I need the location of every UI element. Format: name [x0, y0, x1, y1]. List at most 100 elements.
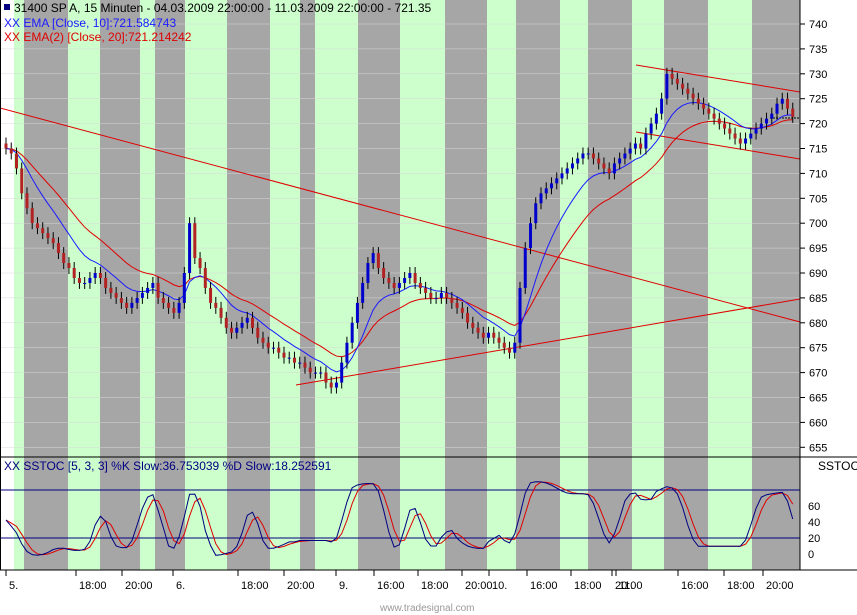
session-band	[664, 0, 708, 570]
candle-body	[513, 342, 517, 353]
candle-body	[418, 282, 422, 288]
candle-body	[277, 347, 281, 353]
session-band	[588, 0, 632, 570]
y-tick-label: 695	[809, 243, 827, 255]
candle-body	[497, 337, 501, 343]
header-bullet-icon	[4, 4, 10, 10]
ema20-line	[5, 119, 793, 358]
candle-body	[618, 158, 622, 164]
time-axis-ticks: 5. 18:00 20:00 6. 18:00 20:00 9. 16:00 18:00 20:0…	[5, 570, 794, 592]
candle-body	[702, 103, 706, 109]
candle-body	[770, 113, 774, 119]
stoch-d-line	[5, 481, 794, 556]
candle-body	[696, 98, 700, 104]
candle-body	[570, 163, 574, 169]
candle-body	[62, 253, 66, 264]
candle-body	[712, 113, 716, 119]
x-tick-label: 16:00	[377, 580, 405, 592]
candle-body	[83, 282, 87, 284]
candle-body	[749, 133, 753, 139]
candle-body	[382, 268, 386, 278]
candle-body	[256, 327, 260, 338]
stoch-axis-tag: SSTOC	[818, 459, 857, 473]
candle-body	[56, 243, 60, 254]
candle-body	[549, 183, 553, 189]
candle-body	[691, 93, 695, 99]
candles	[4, 67, 795, 394]
trendline-lower-up	[295, 298, 801, 386]
session-band	[487, 0, 516, 570]
candle-body	[529, 223, 533, 249]
channel-top	[635, 64, 801, 93]
candle-body	[607, 168, 611, 174]
x-tick-label: 18:00	[79, 580, 107, 592]
candle-body	[292, 357, 296, 363]
candle-body	[429, 292, 433, 298]
candle-body	[20, 168, 24, 194]
candle-body	[140, 292, 144, 298]
candle-body	[271, 347, 275, 349]
candle-body	[109, 287, 113, 293]
candle-body	[681, 83, 685, 89]
candle-body	[209, 287, 213, 303]
candle-body	[518, 287, 522, 343]
session-band	[24, 0, 68, 570]
candle-body	[775, 103, 779, 114]
candle-body	[51, 238, 55, 244]
chart-header-title: 31400 SP A, 15 Minuten - 04.03.2009 22:0…	[14, 1, 432, 15]
candle-body	[266, 342, 270, 348]
session-band	[155, 0, 185, 570]
x-tick-label: 9.	[339, 580, 348, 592]
candle-body	[146, 287, 150, 293]
candle-body	[754, 128, 758, 134]
candle-body	[397, 282, 401, 288]
candle-body	[791, 108, 795, 117]
candle-body	[539, 193, 543, 204]
candle-body	[445, 292, 449, 298]
candle-body	[130, 302, 134, 308]
candle-body	[602, 163, 606, 169]
y-tick-label: 740	[809, 19, 827, 31]
candle-body	[376, 253, 380, 269]
stoch-tick-60: 60	[808, 501, 820, 513]
candle-body	[151, 282, 155, 288]
candle-body	[434, 297, 438, 299]
candle-body	[350, 322, 354, 343]
candle-body	[93, 273, 97, 278]
x-tick-label: 16:00	[681, 580, 709, 592]
candle-body	[628, 148, 632, 154]
candle-body	[251, 317, 255, 328]
y-tick-label: 720	[809, 119, 827, 131]
session-band	[14, 0, 24, 570]
candle-body	[707, 108, 711, 114]
candle-body	[25, 193, 29, 209]
candle-body	[245, 317, 249, 323]
candle-body	[612, 163, 616, 174]
candle-body	[340, 362, 344, 383]
candle-body	[298, 362, 302, 364]
candle-body	[639, 143, 643, 149]
candle-body	[403, 277, 407, 283]
candle-body	[424, 287, 428, 293]
candle-body	[88, 277, 92, 283]
candle-body	[455, 302, 459, 308]
x-tick-label: 5.	[9, 580, 18, 592]
candle-body	[670, 73, 674, 79]
ema20-legend: XX EMA(2) [Close, 20]:721.214242	[4, 30, 192, 44]
x-tick-label: 20:00	[125, 580, 153, 592]
candle-body	[686, 88, 690, 94]
candle-body	[487, 332, 491, 338]
y-tick-label: 730	[809, 69, 827, 81]
candle-body	[644, 133, 648, 149]
x-tick-label: 20:00	[465, 580, 493, 592]
candle-body	[4, 143, 8, 149]
candle-body	[104, 277, 108, 288]
session-band	[315, 0, 358, 570]
candle-body	[502, 342, 506, 348]
session-bands	[14, 0, 800, 570]
candle-body	[219, 307, 223, 318]
candle-body	[14, 153, 18, 169]
candle-body	[125, 302, 129, 308]
stoch-k-line	[5, 481, 794, 556]
candle-body	[765, 118, 769, 124]
